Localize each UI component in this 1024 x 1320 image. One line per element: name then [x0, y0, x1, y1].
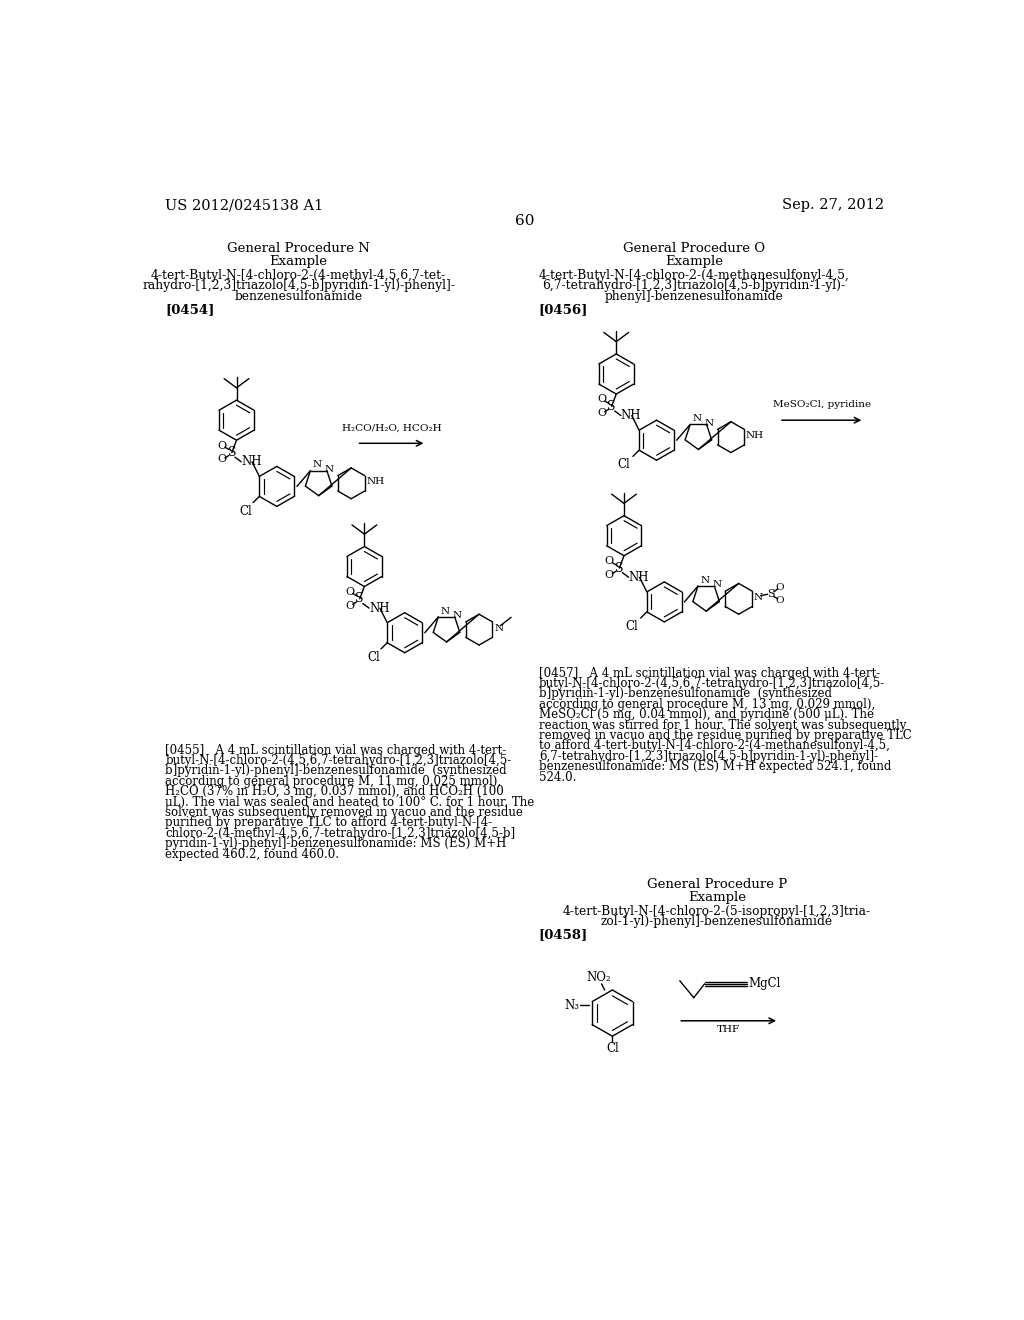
- Text: [0456]: [0456]: [539, 304, 588, 317]
- Text: Cl: Cl: [617, 458, 630, 471]
- Text: N: N: [453, 611, 462, 620]
- Text: zol-1-yl)-phenyl]-benzenesulfonamide: zol-1-yl)-phenyl]-benzenesulfonamide: [601, 915, 834, 928]
- Text: N: N: [700, 576, 710, 585]
- Text: solvent was subsequently removed in vacuo and the residue: solvent was subsequently removed in vacu…: [165, 807, 523, 818]
- Text: pyridin-1-yl)-phenyl]-benzenesulfonamide: MS (ES) M+H: pyridin-1-yl)-phenyl]-benzenesulfonamide…: [165, 837, 507, 850]
- Text: General Procedure P: General Procedure P: [647, 878, 787, 891]
- Text: N: N: [713, 581, 722, 590]
- Text: Example: Example: [269, 256, 328, 268]
- Text: to afford 4-tert-butyl-N-[4-chloro-2-(4-methanesulfonyl-4,5,: to afford 4-tert-butyl-N-[4-chloro-2-(4-…: [539, 739, 890, 752]
- Text: MeSO₂Cl (5 mg, 0.04 mmol), and pyridine (500 μL). The: MeSO₂Cl (5 mg, 0.04 mmol), and pyridine …: [539, 708, 873, 721]
- Text: benzenesulfonamide: benzenesulfonamide: [234, 290, 362, 304]
- Text: S: S: [767, 589, 774, 599]
- Text: benzenesulfonamide: MS (ES) M+H expected 524.1, found: benzenesulfonamide: MS (ES) M+H expected…: [539, 760, 891, 774]
- Text: Example: Example: [688, 891, 746, 904]
- Text: N₃: N₃: [564, 999, 580, 1012]
- Text: N: N: [754, 593, 763, 602]
- Text: N: N: [494, 623, 503, 632]
- Text: H₂CO (37% in H₂O, 3 mg, 0.037 mmol), and HCO₂H (100: H₂CO (37% in H₂O, 3 mg, 0.037 mmol), and…: [165, 785, 504, 799]
- Text: [0455]   A 4 mL scintillation vial was charged with 4-tert-: [0455] A 4 mL scintillation vial was cha…: [165, 743, 507, 756]
- Text: NH: NH: [369, 602, 389, 615]
- Text: reaction was stirred for 1 hour. The solvent was subsequently: reaction was stirred for 1 hour. The sol…: [539, 718, 906, 731]
- Text: 4-tert-Butyl-N-[4-chloro-2-(5-isopropyl-[1,2,3]tria-: 4-tert-Butyl-N-[4-chloro-2-(5-isopropyl-…: [563, 904, 871, 917]
- Text: NO₂: NO₂: [586, 972, 610, 985]
- Text: O: O: [776, 595, 784, 605]
- Text: MeSO₂Cl, pyridine: MeSO₂Cl, pyridine: [772, 400, 870, 409]
- Text: THF: THF: [717, 1026, 740, 1035]
- Text: S: S: [227, 446, 237, 459]
- Text: H₂CO/H₂O, HCO₂H: H₂CO/H₂O, HCO₂H: [342, 424, 441, 433]
- Text: O: O: [605, 570, 613, 579]
- Text: 4-tert-Butyl-N-[4-chloro-2-(4-methyl-4,5,6,7-tet-: 4-tert-Butyl-N-[4-chloro-2-(4-methyl-4,5…: [151, 268, 446, 281]
- Text: S: S: [355, 593, 364, 606]
- Text: MgCl: MgCl: [749, 977, 781, 990]
- Text: NH: NH: [367, 478, 384, 486]
- Text: US 2012/0245138 A1: US 2012/0245138 A1: [165, 198, 324, 213]
- Text: [0454]: [0454]: [165, 304, 215, 317]
- Text: Sep. 27, 2012: Sep. 27, 2012: [782, 198, 885, 213]
- Text: μL). The vial was sealed and heated to 100° C. for 1 hour. The: μL). The vial was sealed and heated to 1…: [165, 796, 535, 809]
- Text: rahydro-[1,2,3]triazolo[4,5-b]pyridin-1-yl)-phenyl]-: rahydro-[1,2,3]triazolo[4,5-b]pyridin-1-…: [142, 280, 455, 292]
- Text: b]pyridin-1-yl)-phenyl]-benzenesulfonamide  (synthesized: b]pyridin-1-yl)-phenyl]-benzenesulfonami…: [165, 764, 507, 777]
- Text: chloro-2-(4-methyl-4,5,6,7-tetrahydro-[1,2,3]triazolo[4,5-b]: chloro-2-(4-methyl-4,5,6,7-tetrahydro-[1…: [165, 826, 515, 840]
- Text: O: O: [345, 587, 354, 597]
- Text: O: O: [597, 408, 606, 418]
- Text: S: S: [615, 561, 624, 574]
- Text: NH: NH: [745, 432, 764, 440]
- Text: O: O: [605, 556, 613, 566]
- Text: NH: NH: [629, 570, 649, 583]
- Text: according to general procedure M, 11 mg, 0.025 mmol),: according to general procedure M, 11 mg,…: [165, 775, 502, 788]
- Text: purified by preparative TLC to afford 4-tert-butyl-N-[4-: purified by preparative TLC to afford 4-…: [165, 816, 493, 829]
- Text: Cl: Cl: [625, 620, 638, 634]
- Text: Cl: Cl: [606, 1041, 618, 1055]
- Text: 60: 60: [515, 214, 535, 228]
- Text: [0457]   A 4 mL scintillation vial was charged with 4-tert-: [0457] A 4 mL scintillation vial was cha…: [539, 667, 880, 680]
- Text: N: N: [325, 465, 334, 474]
- Text: O: O: [597, 395, 606, 404]
- Text: Example: Example: [665, 256, 723, 268]
- Text: Cl: Cl: [239, 504, 252, 517]
- Text: O: O: [217, 454, 226, 465]
- Text: expected 460.2, found 460.0.: expected 460.2, found 460.0.: [165, 847, 339, 861]
- Text: General Procedure N: General Procedure N: [227, 242, 370, 255]
- Text: removed in vacuo and the residue purified by preparative TLC: removed in vacuo and the residue purifie…: [539, 729, 911, 742]
- Text: NH: NH: [241, 455, 262, 469]
- Text: S: S: [607, 400, 615, 413]
- Text: b]pyridin-1-yl)-benzenesulfonamide  (synthesized: b]pyridin-1-yl)-benzenesulfonamide (synt…: [539, 688, 831, 701]
- Text: phenyl]-benzenesulfonamide: phenyl]-benzenesulfonamide: [604, 290, 783, 304]
- Text: O: O: [776, 583, 784, 591]
- Text: 524.0.: 524.0.: [539, 771, 577, 784]
- Text: 4-tert-Butyl-N-[4-chloro-2-(4-methanesulfonyl-4,5,: 4-tert-Butyl-N-[4-chloro-2-(4-methanesul…: [539, 268, 849, 281]
- Text: General Procedure O: General Procedure O: [623, 242, 765, 255]
- Text: N: N: [692, 414, 701, 424]
- Text: N: N: [705, 418, 714, 428]
- Text: butyl-N-[4-chloro-2-(4,5,6,7-tetrahydro-[1,2,3]triazolo[4,5-: butyl-N-[4-chloro-2-(4,5,6,7-tetrahydro-…: [539, 677, 885, 690]
- Text: N: N: [440, 607, 450, 615]
- Text: NH: NH: [621, 409, 641, 422]
- Text: 6,7-tetrahydro-[1,2,3]triazolo[4,5-b]pyridin-1-yl)-phenyl]-: 6,7-tetrahydro-[1,2,3]triazolo[4,5-b]pyr…: [539, 750, 878, 763]
- Text: O: O: [345, 601, 354, 611]
- Text: Cl: Cl: [367, 651, 380, 664]
- Text: according to general procedure M, 13 mg, 0.029 mmol),: according to general procedure M, 13 mg,…: [539, 698, 874, 710]
- Text: butyl-N-[4-chloro-2-(4,5,6,7-tetrahydro-[1,2,3]triazolo[4,5-: butyl-N-[4-chloro-2-(4,5,6,7-tetrahydro-…: [165, 754, 511, 767]
- Text: 6,7-tetrahydro-[1,2,3]triazolo[4,5-b]pyridin-1-yl)-: 6,7-tetrahydro-[1,2,3]triazolo[4,5-b]pyr…: [542, 280, 846, 292]
- Text: O: O: [217, 441, 226, 450]
- Text: N: N: [312, 461, 322, 470]
- Text: [0458]: [0458]: [539, 928, 588, 941]
